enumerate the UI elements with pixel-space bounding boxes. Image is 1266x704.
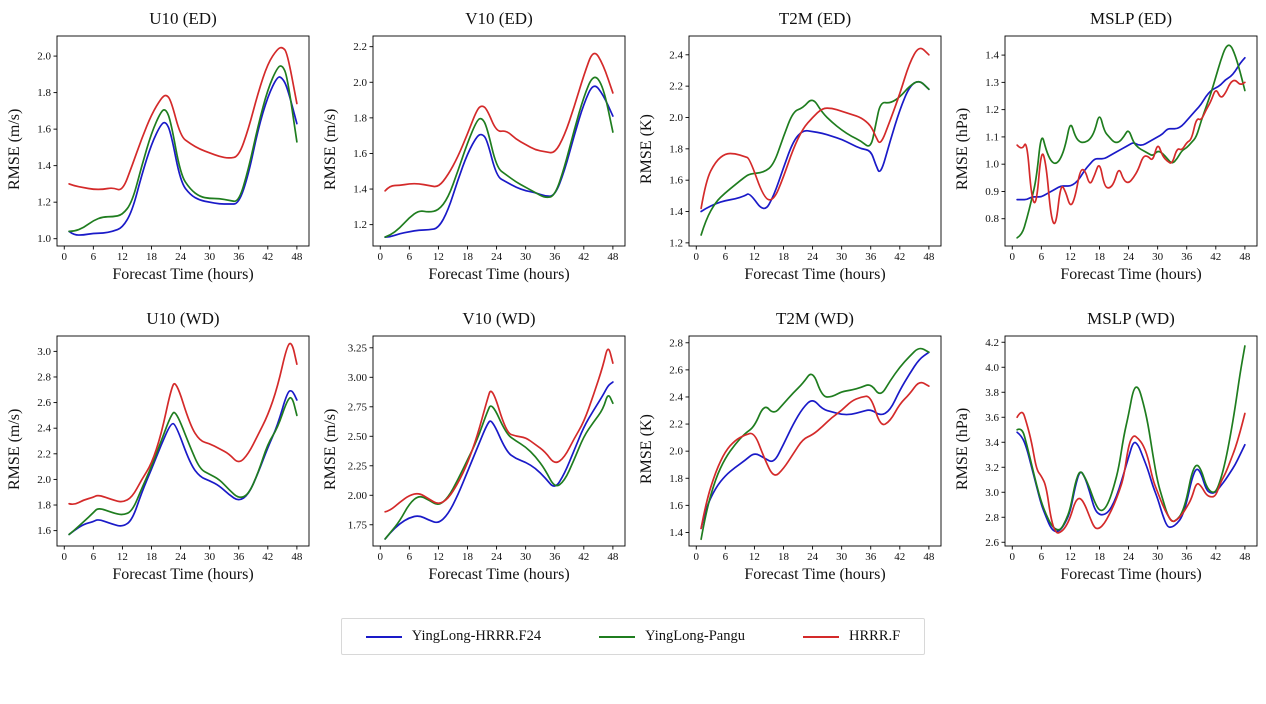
plot-canvas-t2m-wd <box>633 330 949 568</box>
chart-title: T2M (WD) <box>776 309 854 328</box>
x-axis-label: Forecast Time (hours) <box>428 566 570 583</box>
chart-title: U10 (ED) <box>149 9 217 28</box>
x-axis-label: Forecast Time (hours) <box>1060 566 1202 583</box>
subplot-v10-ed: V10 (ED) RMSE (m/s) Forecast Time (hours… <box>317 8 633 294</box>
legend-label: HRRR.F <box>849 628 901 644</box>
plot-canvas-mslp-wd <box>949 330 1265 568</box>
chart-title: T2M (ED) <box>778 9 852 28</box>
x-axis-label: Forecast Time (hours) <box>1060 266 1202 283</box>
x-axis-label: Forecast Time (hours) <box>112 566 254 583</box>
x-axis-label: Forecast Time (hours) <box>744 266 886 283</box>
subplot-u10-ed: U10 (ED) RMSE (m/s) Forecast Time (hours… <box>1 8 317 294</box>
plot-canvas-u10-wd <box>1 330 317 568</box>
x-axis-label: Forecast Time (hours) <box>744 566 886 583</box>
plot-canvas-u10-ed <box>1 30 317 268</box>
subplot-t2m-wd: T2M (WD) RMSE (K) Forecast Time (hours) <box>633 308 949 594</box>
plot-canvas-mslp-ed <box>949 30 1265 268</box>
x-axis-label: Forecast Time (hours) <box>112 266 254 283</box>
subplot-v10-wd: V10 (WD) RMSE (m/s) Forecast Time (hours… <box>317 308 633 594</box>
chart-title: MSLP (WD) <box>1087 309 1175 328</box>
subplot-t2m-ed: T2M (ED) RMSE (K) Forecast Time (hours) <box>633 8 949 294</box>
legend-entry-yinglong-hrrr-f24: YingLong-HRRR.F24 <box>365 628 542 645</box>
chart-title: V10 (ED) <box>465 9 533 28</box>
plot-canvas-v10-ed <box>317 30 633 268</box>
legend-entry-yinglong-pangu: YingLong-Pangu <box>599 628 745 645</box>
legend-line-blue-icon <box>365 635 402 638</box>
legend-row: YingLong-HRRR.F24 YingLong-Pangu HRRR.F <box>0 618 1266 655</box>
subplot-u10-wd: U10 (WD) RMSE (m/s) Forecast Time (hours… <box>1 308 317 594</box>
subplot-mslp-ed: MSLP (ED) RMSE (hPa) Forecast Time (hour… <box>949 8 1265 294</box>
chart-title: V10 (WD) <box>462 309 536 328</box>
legend-label: YingLong-HRRR.F24 <box>411 628 542 644</box>
legend-line-green-icon <box>599 635 636 638</box>
legend-label: YingLong-Pangu <box>645 628 745 644</box>
legend: YingLong-HRRR.F24 YingLong-Pangu HRRR.F <box>340 618 926 655</box>
chart-title: U10 (WD) <box>146 309 220 328</box>
subplot-grid: U10 (ED) RMSE (m/s) Forecast Time (hours… <box>1 8 1265 594</box>
chart-title: MSLP (ED) <box>1089 9 1172 28</box>
legend-entry-hrrr-f: HRRR.F <box>803 628 900 645</box>
x-axis-label: Forecast Time (hours) <box>428 266 570 283</box>
legend-line-red-icon <box>803 635 839 638</box>
plot-canvas-t2m-ed <box>633 30 949 268</box>
subplot-mslp-wd: MSLP (WD) RMSE (hPa) Forecast Time (hour… <box>949 308 1265 594</box>
plot-canvas-v10-wd <box>317 330 633 568</box>
